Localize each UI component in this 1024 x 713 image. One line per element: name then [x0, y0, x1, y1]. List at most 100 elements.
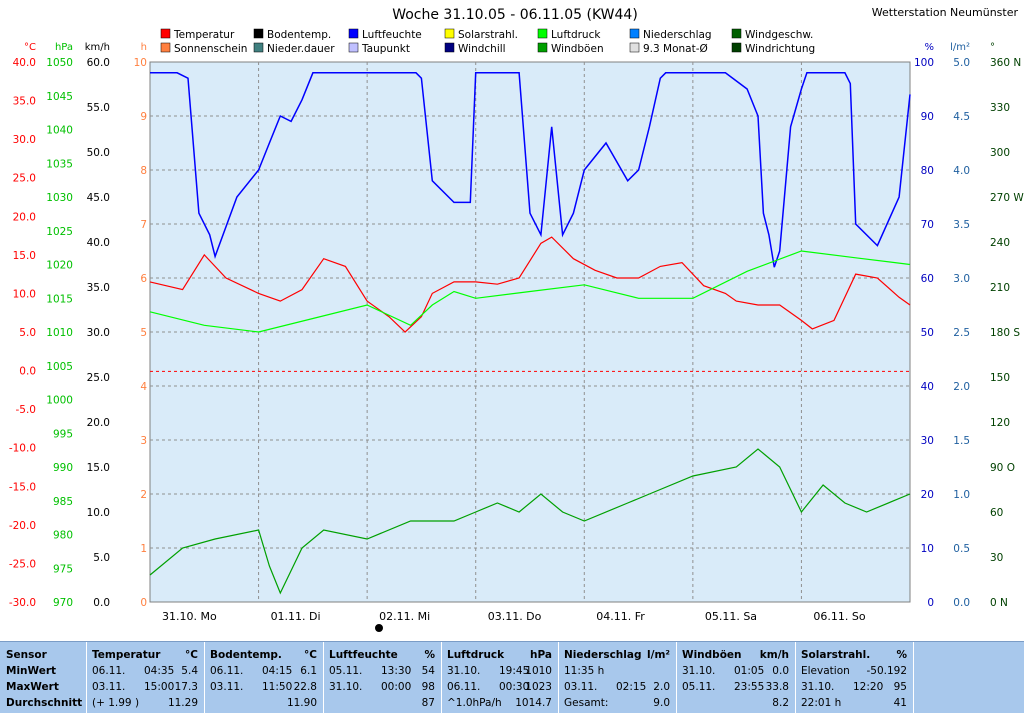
pressure-axis-tick: 1050 — [46, 57, 73, 69]
rain-axis-tick: 1.0 — [953, 489, 970, 501]
legend-swatch — [253, 42, 264, 53]
stats-cell-label: 31.10. — [682, 665, 716, 677]
humidity-axis-tick: 100 — [914, 57, 934, 69]
stats-cell-label: 03.11. — [564, 681, 598, 693]
humidity-axis-tick: 10 — [921, 543, 934, 555]
legend-swatch — [629, 42, 640, 53]
stats-cell-time: 12:20 — [853, 681, 884, 693]
stats-cell-time: 13:30 — [381, 665, 412, 677]
stats-cell-value: 41 — [893, 697, 907, 709]
stats-cell-label: 06.11. — [210, 665, 244, 677]
pressure-axis-tick: 1035 — [46, 158, 73, 170]
rain-axis-tick: 4.5 — [953, 111, 970, 123]
stats-cell-time: 02:15 — [616, 681, 647, 693]
temperature-axis-tick: 30.0 — [13, 134, 36, 146]
stats-cell-label: 05.11. — [682, 681, 716, 693]
weather-chart: °C40.035.030.025.020.015.010.05.00.0-5.0… — [8, 6, 1024, 632]
sunshine-axis-tick: 7 — [140, 219, 147, 231]
stats-cell-value: -50.192 — [866, 665, 907, 677]
wind-axis-tick: 45.0 — [87, 192, 110, 204]
direction-axis-tick: 330 — [990, 102, 1010, 114]
station-name: Wetterstation Neumünster — [872, 6, 1019, 19]
sunshine-axis-tick: 3 — [140, 435, 147, 447]
legend-entry: Solarstrahl. — [444, 28, 518, 41]
stats-column-unit: km/h — [759, 649, 789, 661]
x-tick-label: 06.11. So — [813, 610, 865, 623]
wind-axis-tick: 50.0 — [87, 147, 110, 159]
stats-cell-label: 11:35 h — [564, 665, 605, 677]
rain-axis-tick: 3.5 — [953, 219, 970, 231]
legend-label: Taupunkt — [361, 43, 410, 55]
humidity-axis-tick: 20 — [921, 489, 934, 501]
wind-axis-tick: 0.0 — [93, 597, 110, 609]
stats-cell-value: 9.0 — [653, 697, 670, 709]
stats-cell-label: Durchschnitt — [6, 697, 83, 709]
rain-axis-tick: 2.0 — [953, 381, 970, 393]
temperature-axis-tick: 0.0 — [19, 366, 36, 378]
legend-entry: Bodentemp. — [253, 28, 331, 41]
temperature-axis-tick: -20.0 — [9, 520, 36, 532]
legend-label: Luftdruck — [551, 29, 601, 41]
temperature-axis-tick: -10.0 — [9, 443, 36, 455]
direction-axis-tick: 120 — [990, 417, 1010, 429]
stats-cell-value: 17.3 — [174, 681, 198, 693]
stats-cell-time: 01:05 — [734, 665, 765, 677]
temperature-axis-tick: -5.0 — [16, 404, 37, 416]
stats-cell-label: 06.11. — [92, 665, 126, 677]
pressure-axis-tick: 975 — [53, 563, 73, 575]
legend-label: Temperatur — [173, 29, 235, 41]
stats-cell-value: 95 — [893, 681, 907, 693]
stats-cell-label: 22:01 h — [801, 697, 842, 709]
humidity-axis-unit: % — [924, 42, 934, 53]
legend-entry: 9.3 Monat-Ø — [629, 42, 708, 55]
stats-cell-label: 31.10. — [447, 665, 481, 677]
stats-cell-value: 0.0 — [772, 665, 789, 677]
temperature-axis-unit: °C — [24, 42, 36, 53]
rain-axis-tick: 4.0 — [953, 165, 970, 177]
temperature-axis-tick: -25.0 — [9, 558, 36, 570]
stats-cell-label: ^1.0hPa/h — [447, 697, 502, 709]
rain-axis-tick: 3.0 — [953, 273, 970, 285]
legend: Temperatur Sonnenschein Bodentemp. Nieder.d… — [160, 28, 815, 55]
x-tick-label: 01.11. Di — [271, 610, 321, 623]
legend-swatch — [537, 28, 548, 39]
x-tick-label: 31.10. Mo — [162, 610, 217, 623]
stats-column: Temperatur °C 06.11. 04:35 5.4 03.11. 15:00 17.… — [86, 642, 205, 713]
stats-cell-label: MaxWert — [6, 681, 59, 693]
pressure-axis-tick: 1005 — [46, 361, 73, 373]
temperature-axis-tick: 35.0 — [13, 96, 36, 108]
stats-cell-time: 19:45 — [499, 665, 530, 677]
temperature-axis-tick: -15.0 — [9, 481, 36, 493]
wind-axis-tick: 25.0 — [87, 372, 110, 384]
stats-cell-label: 03.11. — [92, 681, 126, 693]
stats-cell-label: 31.10. — [329, 681, 363, 693]
stats-cell-label: 06.11. — [447, 681, 481, 693]
legend-entry: Luftfeuchte — [348, 28, 422, 41]
stats-column-unit: % — [896, 649, 907, 661]
stats-cell-value: 5.4 — [181, 665, 198, 677]
pressure-axis-tick: 1040 — [46, 125, 73, 137]
rain-axis-tick: 2.5 — [953, 327, 970, 339]
stats-column: Sensor MinWert MaxWert Durchschnitt — [0, 642, 87, 713]
stats-cell-time: 00:00 — [381, 681, 412, 693]
stats-column-title: Bodentemp. — [210, 649, 282, 661]
legend-swatch — [160, 42, 171, 53]
legend-swatch — [348, 28, 359, 39]
legend-entry: Windböen — [537, 42, 604, 55]
legend-label: Luftfeuchte — [362, 29, 422, 41]
series-layer — [149, 72, 911, 595]
temperature-axis-tick: -30.0 — [9, 597, 36, 609]
current-time-marker[interactable] — [375, 624, 383, 632]
stats-cell-value: 1014.7 — [515, 697, 552, 709]
legend-swatch — [444, 28, 455, 39]
stats-cell-time: 00:30 — [499, 681, 530, 693]
humidity-axis-tick: 50 — [921, 327, 934, 339]
stats-panel: Sensor MinWert MaxWert Durchschnitt Temperat… — [0, 641, 1024, 713]
temperature-axis-tick: 25.0 — [13, 173, 36, 185]
legend-label: Niederschlag — [643, 29, 712, 41]
temperature-axis-tick: 20.0 — [13, 211, 36, 223]
pressure-axis-unit: hPa — [55, 42, 73, 53]
sunshine-axis-tick: 5 — [140, 327, 147, 339]
pressure-axis-tick: 970 — [53, 597, 73, 609]
temperature-axis-tick: 40.0 — [13, 57, 36, 69]
